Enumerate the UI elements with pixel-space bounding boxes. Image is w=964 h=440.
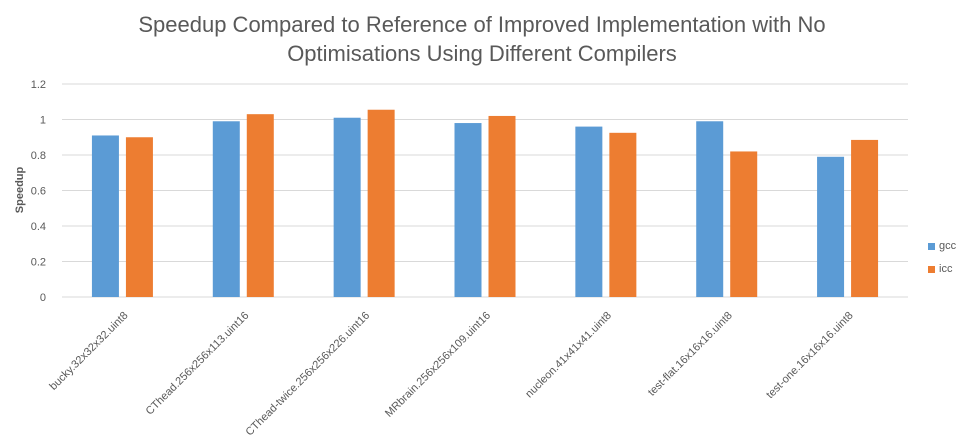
legend-swatch-gcc xyxy=(928,242,935,250)
bar-gcc xyxy=(696,121,724,298)
legend-label-icc: icc xyxy=(939,263,953,276)
bar-gcc xyxy=(454,123,482,297)
chart-title-line-2: Optimisations Using Different Compilers xyxy=(287,41,677,66)
chart-title-line-1: Speedup Compared to Reference of Improve… xyxy=(138,12,826,37)
bar-icc xyxy=(730,151,758,297)
y-axis-ticks: 0 0.2 0.4 0.6 0.8 1 1.2 xyxy=(31,79,46,304)
x-category-label: bucky.32x32x32.uint8 xyxy=(47,310,130,393)
x-category-label: nucleon.41x41x41.uint8 xyxy=(523,310,614,401)
y-tick-label: 0 xyxy=(40,292,46,304)
bar-icc xyxy=(367,109,395,297)
y-tick-label: 1 xyxy=(40,115,46,127)
x-category-label: MRbrain.256x256x109.uint16 xyxy=(383,310,493,420)
bars xyxy=(91,109,879,298)
x-category-label: test-flat.16x16x16.uint8 xyxy=(646,310,735,399)
bar-icc xyxy=(851,139,879,297)
bar-gcc xyxy=(817,156,845,297)
bar-icc xyxy=(246,114,274,297)
x-category-label: CThead-twice.256x256x226.uint16 xyxy=(244,310,373,439)
y-tick-label: 0.6 xyxy=(31,186,46,198)
x-axis-categories: bucky.32x32x32.uint8 CThead.256x256x113.u… xyxy=(47,310,855,439)
y-tick-label: 1.2 xyxy=(31,79,46,91)
x-category-label: CThead.256x256x113.uint16 xyxy=(144,310,252,418)
gridlines xyxy=(62,83,908,298)
x-category-label: test-one.16x16x16.uint8 xyxy=(764,310,856,402)
bar-icc xyxy=(488,115,516,297)
legend-item-icc: icc xyxy=(928,263,952,275)
y-tick-label: 0.2 xyxy=(31,257,46,269)
y-tick-label: 0.4 xyxy=(31,221,46,233)
bar-gcc xyxy=(575,126,603,297)
bar-icc xyxy=(609,132,637,297)
legend-label-gcc: gcc xyxy=(939,240,957,253)
y-axis-label: Speedup xyxy=(14,166,26,213)
bar-icc xyxy=(125,137,153,297)
bar-gcc xyxy=(212,121,240,298)
legend-swatch-icc xyxy=(928,265,935,273)
y-tick-label: 0.8 xyxy=(31,150,46,162)
bar-gcc xyxy=(91,135,119,297)
legend-item-gcc: gcc xyxy=(928,240,956,252)
bar-gcc xyxy=(333,117,361,297)
